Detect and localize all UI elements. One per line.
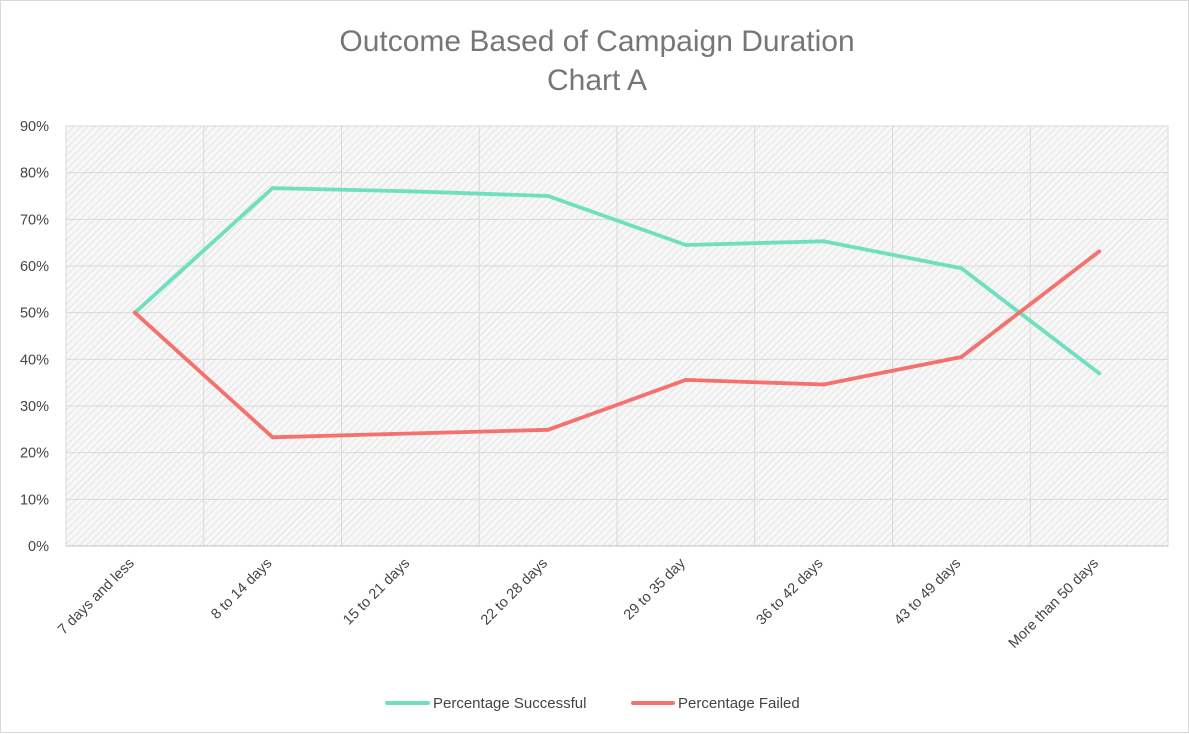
data-point-percentage-failed [132, 310, 137, 315]
chart-title: Outcome Based of Campaign Duration [339, 25, 854, 58]
y-tick-label: 50% [20, 306, 49, 322]
x-tick-label: More than 50 days [1006, 556, 1102, 652]
y-tick-label: 20% [20, 446, 49, 462]
data-point-percentage-successful [1097, 371, 1102, 376]
y-axis-ticks: 0% 10% 20% 30% 40% 50% 60% 70% 80% 90% [20, 119, 49, 555]
legend: Percentage Successful Percentage Failed [385, 695, 800, 712]
data-point-percentage-successful [270, 186, 275, 191]
data-point-percentage-successful [821, 239, 826, 244]
y-tick-label: 60% [20, 259, 49, 275]
chart-subtitle: Chart A [547, 64, 647, 97]
y-tick-label: 30% [20, 399, 49, 415]
series-line-percentage-successful [133, 186, 1101, 376]
x-tick-label: 43 to 49 days [891, 556, 964, 629]
data-point-percentage-failed [270, 435, 275, 440]
data-point-percentage-successful [959, 266, 964, 271]
data-point-percentage-successful [408, 189, 413, 194]
data-point-percentage-failed [821, 382, 826, 387]
y-tick-label: 90% [20, 119, 49, 135]
x-tick-label: 29 to 35 day [621, 555, 689, 623]
y-tick-label: 40% [20, 352, 49, 368]
x-tick-label: 8 to 14 days [208, 556, 275, 623]
y-tick-label: 0% [28, 539, 49, 555]
y-tick-label: 80% [20, 166, 49, 182]
x-axis-ticks: 7 days and less 8 to 14 days 15 to 21 days… [55, 555, 1102, 652]
data-point-percentage-successful [546, 194, 551, 198]
legend-label-successful: Percentage Successful [433, 695, 586, 712]
x-tick-label: 22 to 28 days [478, 556, 551, 629]
y-tick-label: 70% [20, 212, 49, 228]
data-point-percentage-failed [546, 427, 551, 432]
x-tick-label: 7 days and less [55, 556, 138, 639]
gridlines [66, 126, 1168, 547]
series-line-percentage-failed [133, 249, 1101, 440]
x-tick-label: 36 to 42 days [754, 556, 827, 629]
data-point-percentage-failed [959, 355, 964, 359]
data-point-percentage-failed [683, 377, 688, 382]
series-lines [132, 186, 1102, 440]
x-tick-label: 15 to 21 days [340, 556, 413, 629]
data-point-percentage-successful [683, 243, 688, 247]
legend-label-failed: Percentage Failed [678, 695, 800, 712]
data-point-percentage-failed [1097, 249, 1102, 254]
y-tick-label: 10% [20, 492, 49, 508]
